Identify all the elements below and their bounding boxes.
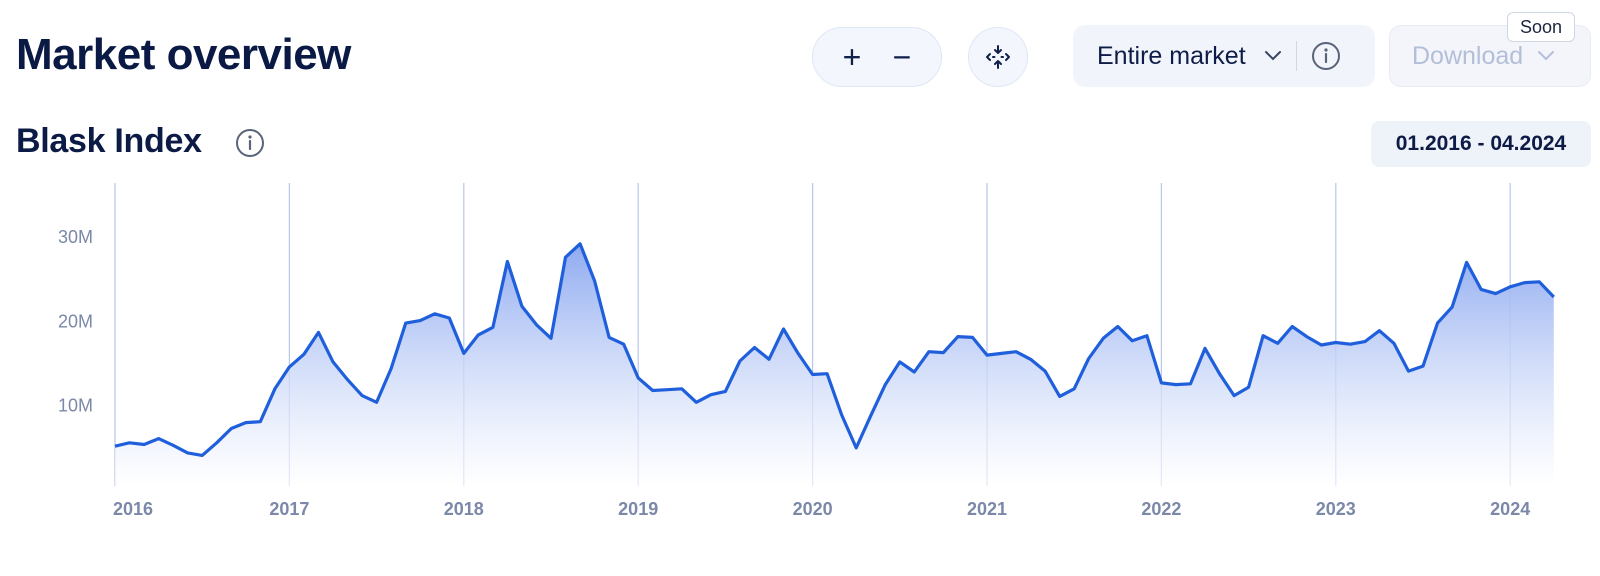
market-select[interactable]: Entire market (1073, 25, 1375, 87)
zoom-controls: + − (812, 27, 942, 87)
x-tick-label: 2021 (967, 499, 1007, 519)
page-title: Market overview (16, 30, 351, 79)
info-icon[interactable] (235, 128, 265, 158)
series-line[interactable] (114, 242, 1555, 457)
date-range-badge[interactable]: 01.2016 - 04.2024 (1371, 121, 1591, 167)
x-tick-label: 2017 (269, 499, 309, 519)
area-fill (115, 243, 1554, 486)
info-icon[interactable] (1311, 41, 1341, 71)
collapse-arrows-icon (986, 45, 1010, 69)
x-tick-label: 2020 (793, 499, 833, 519)
y-tick-label: 20M (58, 311, 93, 331)
x-tick-label: 2024 (1490, 499, 1530, 519)
market-select-value: Entire market (1097, 41, 1246, 70)
chevron-down-icon (1537, 50, 1555, 62)
y-axis-layer: 10M 20M 30M (58, 227, 93, 416)
x-tick-label: 2019 (618, 499, 658, 519)
zoom-in-button[interactable]: + (842, 38, 862, 75)
x-tick-label: 2018 (444, 499, 484, 519)
fit-view-button[interactable] (968, 27, 1028, 87)
y-tick-label: 30M (58, 227, 93, 247)
divider (1295, 41, 1297, 71)
area-layer (114, 242, 1555, 486)
x-axis-layer: 2016 2017 2018 2019 2020 2021 2022 2023 2024 (113, 499, 1530, 519)
zoom-out-button[interactable]: − (892, 38, 912, 75)
download-label: Download (1412, 41, 1524, 70)
x-tick-label: 2023 (1316, 499, 1356, 519)
y-tick-label: 10M (58, 396, 93, 416)
soon-badge: Soon (1507, 12, 1576, 42)
section-title: Blask Index (16, 122, 202, 160)
chevron-down-icon[interactable] (1264, 50, 1282, 62)
x-tick-label: 2022 (1141, 499, 1181, 519)
x-tick-label: 2016 (113, 499, 153, 519)
